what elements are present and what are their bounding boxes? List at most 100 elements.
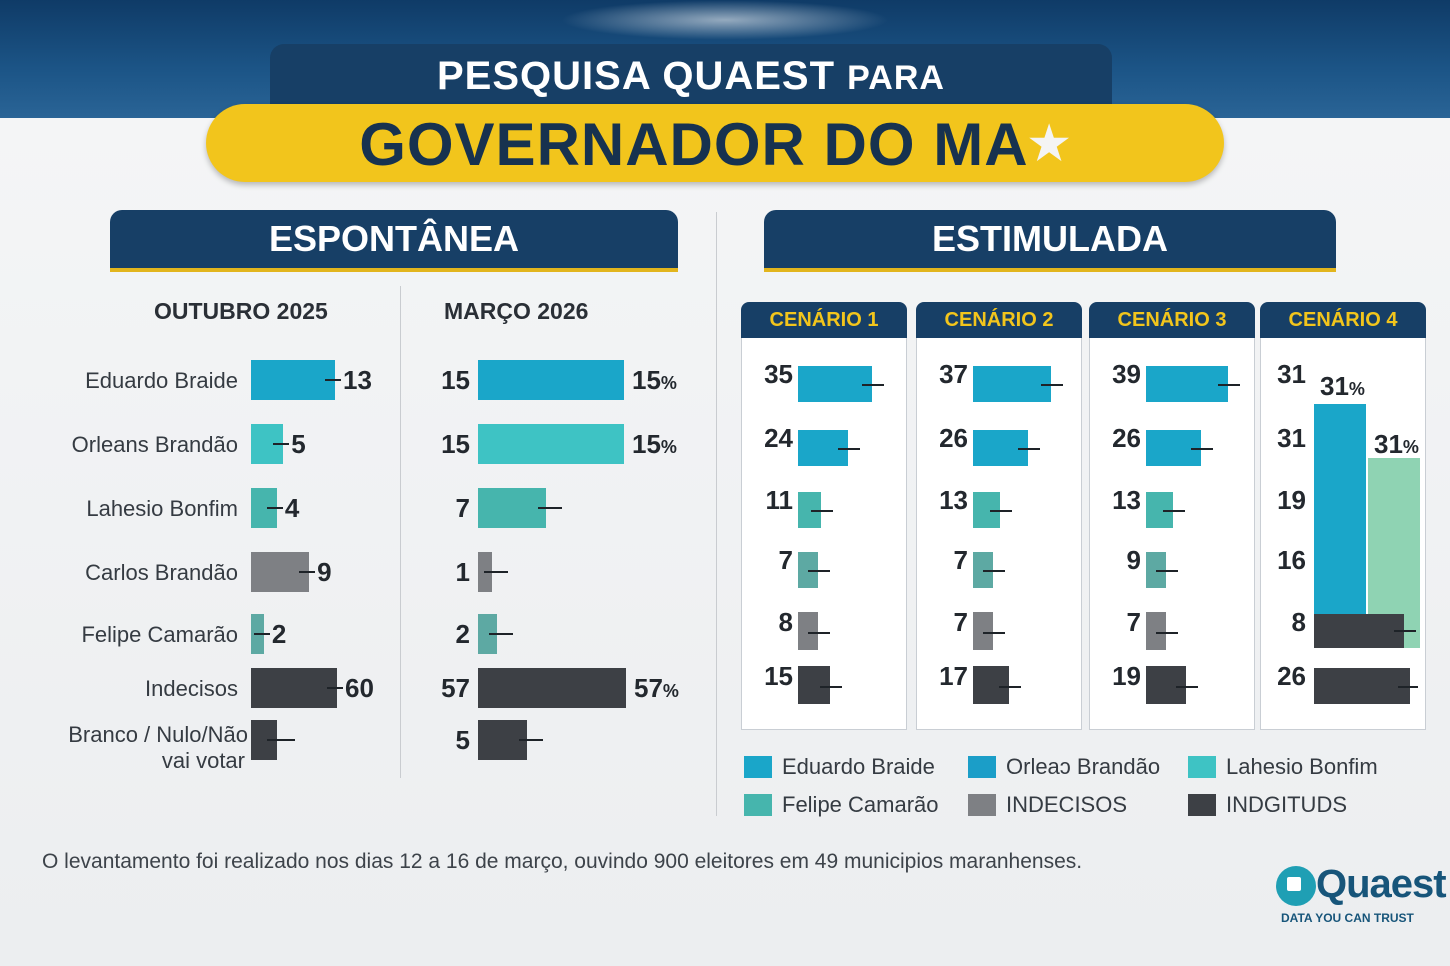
error-tick bbox=[861, 384, 884, 386]
scenario-value: 31 bbox=[1277, 359, 1306, 389]
scenario-bar bbox=[798, 366, 872, 402]
candidate-name: Branco / Nulo/Não bbox=[68, 722, 248, 747]
bar-value-oct: 5 bbox=[291, 429, 306, 459]
scenario-value: 13 bbox=[1112, 485, 1141, 515]
bar-value-mar-right: 15% bbox=[632, 424, 677, 467]
error-tick bbox=[489, 633, 514, 635]
scenario-value: 13 bbox=[939, 485, 968, 515]
title-main-text: PESQUISA QUAEST bbox=[437, 54, 836, 98]
error-tick bbox=[518, 739, 543, 741]
error-tick bbox=[1040, 384, 1063, 386]
bar-mar-lahesio bbox=[478, 488, 547, 528]
scenario-header: CENÁRIO 1 bbox=[741, 302, 907, 338]
scenario-value: 26 bbox=[1277, 661, 1306, 691]
scenario-header: CENÁRIO 3 bbox=[1089, 302, 1255, 338]
scenario-value: 31 bbox=[1277, 423, 1306, 453]
bar-mar-felipe bbox=[478, 614, 498, 654]
scenario-value: 37 bbox=[939, 359, 968, 389]
error-tick bbox=[808, 570, 830, 572]
error-tick bbox=[819, 686, 842, 688]
bar-oct-eduardo bbox=[251, 360, 335, 400]
title-line-1: PESQUISA QUAEST PARA bbox=[270, 44, 1112, 110]
scenario-bar bbox=[973, 366, 1051, 402]
error-tick bbox=[838, 448, 861, 450]
bar-value-oct: 13 bbox=[343, 365, 372, 395]
footnote: O levantamento foi realizado nos dias 12… bbox=[42, 850, 1083, 873]
error-tick bbox=[266, 507, 283, 509]
legend-swatch bbox=[744, 756, 772, 778]
bar-value-mar: 2 bbox=[455, 619, 470, 649]
scenario-value: 7 bbox=[1126, 607, 1141, 637]
error-tick bbox=[811, 510, 834, 512]
bar-value-mar: 15 bbox=[441, 365, 470, 395]
candidate-name: Eduardo Braide bbox=[85, 368, 238, 393]
scenario-value: 7 bbox=[778, 545, 793, 575]
error-tick bbox=[484, 571, 508, 573]
legend-label: INDGITUDS bbox=[1226, 792, 1347, 817]
legend-label: Lahesio Bonfim bbox=[1226, 754, 1378, 779]
candidate-name: Lahesio Bonfim bbox=[86, 496, 238, 521]
error-tick bbox=[327, 687, 343, 689]
legend-label: Orleaɔ Brandão bbox=[1006, 754, 1161, 779]
scenario-bar bbox=[1314, 668, 1410, 704]
title-line-2: GOVERNADOR DO MA★ bbox=[206, 104, 1224, 182]
error-tick bbox=[1175, 686, 1198, 688]
percent-sign: % bbox=[660, 437, 677, 457]
error-tick bbox=[1190, 448, 1213, 450]
scenario-value: 17 bbox=[939, 661, 968, 691]
error-tick bbox=[299, 571, 316, 573]
scenario-bar bbox=[1146, 366, 1228, 402]
bar-mar-indecisos bbox=[478, 668, 626, 708]
error-tick bbox=[983, 570, 1005, 572]
percent-sign: % bbox=[1348, 379, 1365, 399]
logo-tagline: DATA YOU CAN TRUST bbox=[1281, 911, 1414, 925]
column-title-march: MARÇO 2026 bbox=[444, 298, 589, 324]
legend-label: INDECISOS bbox=[1006, 792, 1128, 817]
quaest-logo: Quaest bbox=[1276, 862, 1447, 910]
legend-swatch bbox=[968, 794, 996, 816]
scenario-value: 9 bbox=[1126, 545, 1141, 575]
scenario-header: CENÁRIO 4 bbox=[1260, 302, 1426, 338]
scenario-bar bbox=[1146, 666, 1186, 704]
error-tick bbox=[538, 507, 563, 509]
value-text: 57 bbox=[634, 673, 663, 703]
bar-mar-eduardo bbox=[478, 360, 624, 400]
bar-value-oct: 4 bbox=[284, 493, 300, 523]
value-text: 31 bbox=[1320, 371, 1349, 401]
top-glow bbox=[560, 0, 890, 40]
scenario-annotation: 31% bbox=[1320, 366, 1365, 409]
bar-oct-indecisos bbox=[251, 668, 337, 708]
legend-label: Felipe Camarão bbox=[782, 792, 939, 817]
scenario-value: 19 bbox=[1277, 485, 1306, 515]
scenario-bar bbox=[798, 492, 822, 528]
candidate-name: Orleans Brandão bbox=[71, 432, 238, 457]
bar-value-mar: 7 bbox=[455, 493, 470, 523]
error-tick bbox=[1156, 570, 1178, 572]
logo-name: Quaest bbox=[1316, 862, 1447, 906]
section-espontanea: ESPONTÂNEA bbox=[110, 210, 678, 272]
quaest-logo-icon bbox=[1276, 866, 1316, 906]
scenario-value: 16 bbox=[1277, 545, 1306, 575]
legend-swatch bbox=[968, 756, 996, 778]
candidate-name: Carlos Brandão bbox=[85, 560, 238, 585]
bar-value-mar: 1 bbox=[455, 557, 470, 587]
scenario-annotation: 31% bbox=[1374, 424, 1419, 467]
error-tick bbox=[1394, 630, 1416, 632]
column-title-october: OUTUBRO 2025 bbox=[154, 298, 328, 324]
scenario-value: 24 bbox=[764, 423, 793, 453]
scenario-value: 8 bbox=[778, 607, 793, 637]
scenario-bar bbox=[798, 612, 818, 650]
scenario-bar bbox=[1314, 614, 1404, 648]
scenario-header: CENÁRIO 2 bbox=[916, 302, 1082, 338]
candidate-name: Felipe Camarão bbox=[81, 622, 238, 647]
error-tick bbox=[1156, 632, 1178, 634]
percent-sign: % bbox=[662, 681, 679, 701]
star-icon: ★ bbox=[1028, 117, 1071, 169]
bar-value-mar: 5 bbox=[455, 725, 470, 755]
column-divider bbox=[400, 286, 401, 778]
bar-value-mar: 57 bbox=[441, 673, 470, 703]
bar-value-oct: 2 bbox=[271, 619, 287, 649]
scenario-value: 39 bbox=[1112, 359, 1141, 389]
scenario-bar bbox=[973, 612, 993, 650]
scenario-panel bbox=[741, 338, 907, 730]
